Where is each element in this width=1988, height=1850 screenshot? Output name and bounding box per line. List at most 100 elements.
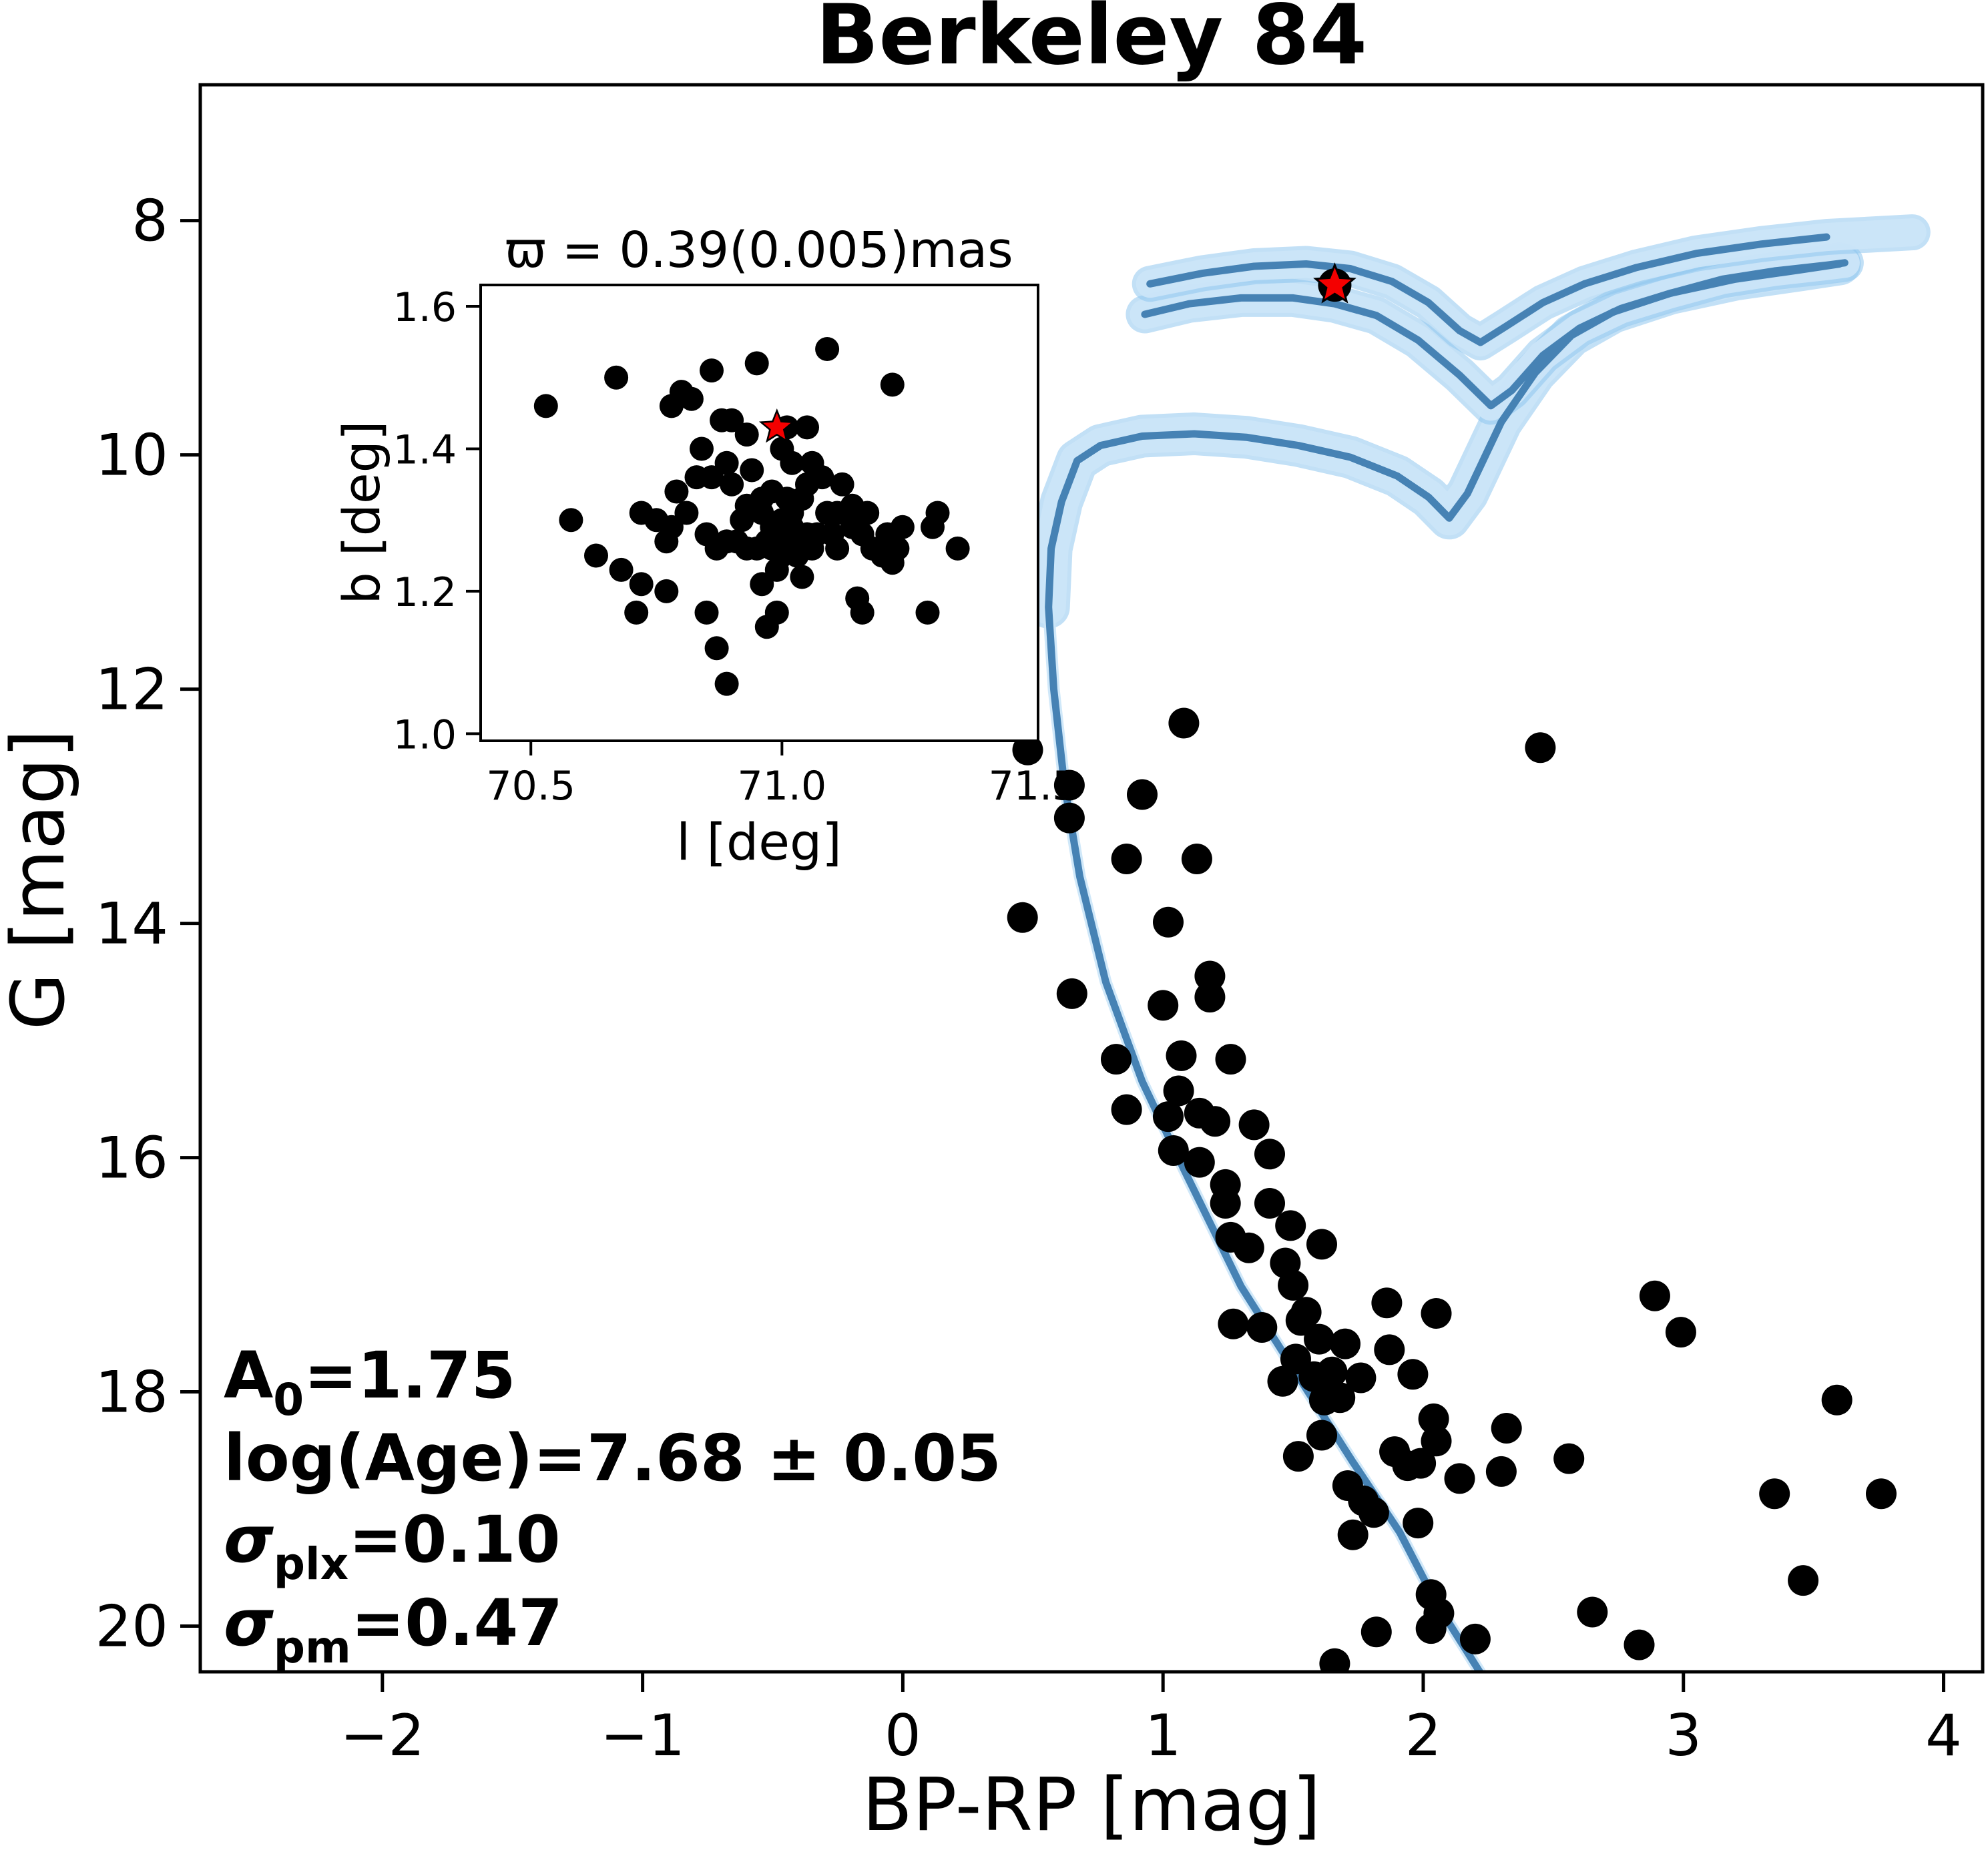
inset-data-point (750, 572, 774, 597)
data-point (1403, 1508, 1434, 1539)
inset-data-point (654, 529, 679, 554)
red-star-marker-inset (758, 408, 795, 443)
y-tick-label: 16 (95, 1125, 168, 1192)
data-point (1319, 1648, 1350, 1672)
data-point (1371, 1287, 1403, 1319)
inset-y-tick-label: 1.6 (393, 284, 457, 331)
data-point (1184, 1147, 1215, 1178)
inset-data-point (855, 501, 880, 525)
inset-x-tick-label: 71.0 (738, 763, 827, 810)
y-axis-label: G [mag] (0, 729, 81, 1030)
data-point (1444, 1463, 1475, 1494)
inset-data-point (850, 600, 875, 625)
data-point (1254, 1188, 1285, 1219)
inset-data-point (704, 636, 729, 661)
y-tick-label: 12 (95, 657, 168, 723)
data-point (1168, 707, 1200, 739)
data-point (1421, 1298, 1452, 1329)
inset-data-point (740, 458, 764, 483)
y-tick-label: 18 (95, 1359, 168, 1426)
data-point (1200, 1106, 1231, 1137)
data-point (1337, 1519, 1369, 1550)
annotation-sigma-pm: σpm=0.47 (224, 1586, 563, 1673)
x-axis-label: BP-RP [mag] (862, 1762, 1320, 1847)
data-point (1866, 1478, 1897, 1510)
data-point (1056, 978, 1087, 1009)
data-point (1330, 1328, 1360, 1359)
inset-data-point (654, 579, 679, 603)
inset-scatter-points (533, 337, 970, 696)
inset-y-axis-label: b [deg] (332, 421, 391, 605)
data-point (1111, 844, 1142, 874)
inset-x-tick-label: 70.5 (486, 763, 575, 810)
data-point (1163, 1075, 1194, 1107)
inset-data-point (629, 501, 654, 525)
data-point (1012, 734, 1043, 765)
data-point (1485, 1456, 1517, 1487)
data-point (1415, 1613, 1447, 1644)
inset-y-tick-label: 1.0 (393, 711, 457, 758)
inset-data-point (780, 450, 804, 475)
inset-data-point (714, 671, 739, 696)
data-point (1194, 982, 1226, 1013)
inset-data-point (664, 479, 689, 504)
data-point (1210, 1188, 1241, 1219)
data-point (1577, 1596, 1608, 1628)
data-point (1254, 1139, 1285, 1170)
y-tick-label: 8 (132, 188, 168, 255)
inset-y-tick-label: 1.2 (393, 569, 457, 616)
data-point (1101, 1044, 1132, 1075)
inset-data-point (690, 436, 714, 461)
data-point (1306, 1420, 1337, 1451)
data-point (1053, 769, 1085, 801)
data-point (1304, 1323, 1335, 1355)
inset-data-point (795, 415, 819, 440)
data-point (1238, 1109, 1270, 1141)
inset-data-point (720, 472, 744, 497)
inset-data-point (734, 422, 759, 447)
inset-data-point (609, 557, 634, 582)
inset-data-point (629, 572, 654, 597)
inset-spatial-plot: 70.5 71.0 71.5 1.0 1.2 1.4 1.6 ϖ = 0.39(0.005)… (332, 222, 1077, 872)
chart-title: Berkeley 84 (816, 0, 1367, 83)
iso-line-upper (1146, 233, 1830, 346)
data-point (1233, 1232, 1264, 1263)
data-point (1358, 1497, 1389, 1528)
inset-data-point (720, 408, 744, 432)
data-point (1181, 844, 1212, 874)
inset-x-tick-label: 71.5 (989, 763, 1078, 810)
inset-data-point (890, 515, 915, 539)
inset-data-point (533, 394, 558, 418)
data-point (1360, 1616, 1392, 1648)
inset-data-point (700, 358, 724, 383)
x-tick-label: 4 (1925, 1703, 1962, 1769)
inset-data-point (714, 450, 739, 475)
inset-data-point (830, 472, 854, 497)
inset-data-point (915, 600, 940, 625)
inset-data-point (750, 501, 774, 525)
main-plot-area (1007, 214, 1931, 1672)
iso-line-middle (1141, 259, 1848, 410)
data-point (1111, 1094, 1142, 1125)
inset-data-point (744, 351, 769, 376)
inset-data-point (815, 337, 840, 361)
inset-data-point (754, 615, 779, 639)
x-tick-label: −1 (600, 1703, 685, 1769)
data-point (1127, 779, 1158, 810)
data-point (1007, 902, 1038, 933)
data-point (1418, 1403, 1449, 1434)
data-point (1267, 1365, 1298, 1397)
inset-data-point (880, 372, 905, 397)
data-point (1194, 960, 1226, 992)
data-point (1624, 1629, 1655, 1660)
data-point (1665, 1317, 1696, 1348)
inset-data-point (604, 365, 629, 390)
data-point (1459, 1623, 1491, 1654)
inset-x-axis-label: l [deg] (676, 812, 842, 872)
data-point (1525, 732, 1556, 763)
inset-data-point (674, 501, 699, 525)
isochrone-lines (1045, 233, 1848, 1672)
inset-data-point (730, 508, 754, 533)
inset-data-point (624, 600, 649, 625)
inset-title: ϖ = 0.39(0.005)mas (505, 222, 1013, 279)
